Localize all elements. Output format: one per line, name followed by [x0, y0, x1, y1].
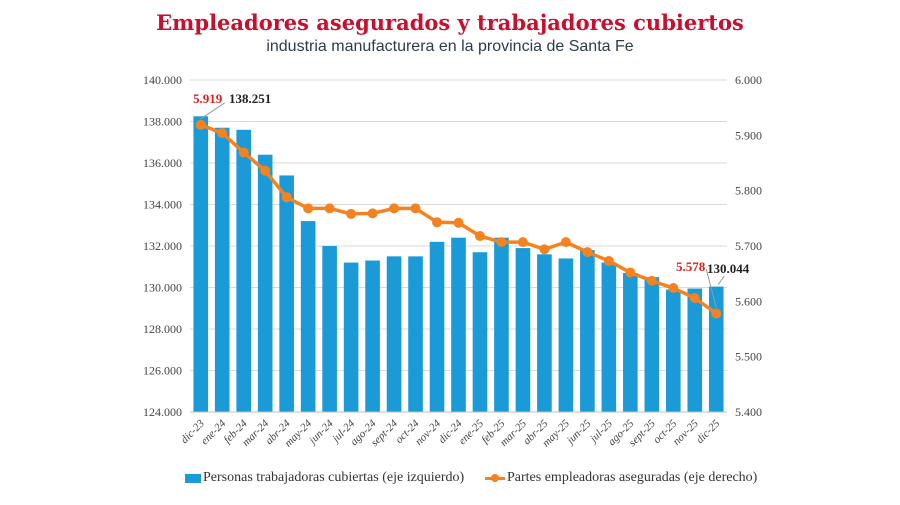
bar [236, 129, 252, 413]
bar [687, 288, 703, 412]
bar [537, 254, 552, 412]
line-point [668, 283, 679, 294]
line-point [432, 217, 443, 228]
line-point [517, 237, 528, 248]
bar [580, 250, 595, 412]
line-point [367, 208, 378, 219]
right-tick-label: 5.600 [735, 294, 762, 308]
bar [257, 154, 273, 412]
x-tick-label: jun-25 [563, 417, 594, 448]
left-tick-label: 128.000 [143, 322, 182, 336]
line-point [238, 147, 249, 158]
line-point [496, 237, 507, 248]
right-tick-label: 5.800 [735, 184, 762, 198]
line-point [217, 128, 228, 139]
line-point [625, 267, 636, 278]
bar [665, 289, 681, 412]
bar [623, 272, 638, 412]
bar [601, 262, 617, 412]
line-point [281, 192, 292, 203]
line-point [389, 203, 400, 214]
line-point [453, 217, 464, 228]
line-point [646, 275, 657, 286]
bar [214, 127, 230, 412]
chart-title: Empleadores asegurados y trabajadores cu… [156, 10, 744, 35]
left-tick-label: 132.000 [143, 239, 182, 253]
left-tick-label: 138.000 [143, 115, 182, 129]
first-line-label: 5.919 [193, 91, 223, 106]
x-tick-label: jun-24 [306, 417, 337, 448]
bar [386, 256, 402, 412]
line-point [260, 165, 271, 176]
line-point [195, 119, 206, 130]
left-tick-label: 136.000 [143, 156, 182, 170]
x-tick-label: ene-25 [456, 417, 486, 447]
bar [558, 258, 574, 412]
line-point [303, 203, 314, 214]
line-point [410, 203, 421, 214]
x-tick-label: nov-24 [413, 417, 443, 447]
leader-line [705, 268, 717, 308]
chart: 124.000 126.000 128.000 130.000 132.000 134.0… [143, 73, 762, 449]
line-point [711, 308, 722, 319]
left-tick-label: 130.000 [143, 281, 182, 295]
line-point [324, 203, 335, 214]
bar [429, 241, 445, 412]
bar [322, 246, 337, 412]
bar [300, 221, 316, 412]
right-tick-label: 5.400 [735, 405, 762, 419]
bar [279, 175, 294, 412]
right-tick-label: 5.900 [735, 128, 762, 142]
right-tick-label: 6.000 [735, 73, 762, 87]
line-point [539, 244, 550, 255]
x-tick-label: dic-25 [694, 417, 723, 446]
left-tick-label: 124.000 [143, 405, 182, 419]
line-point [582, 247, 593, 258]
leader-line [717, 275, 725, 285]
bar [472, 252, 488, 412]
bar [708, 286, 724, 412]
right-tick-label: 5.500 [735, 350, 762, 364]
line-point [560, 237, 571, 248]
left-tick-label: 140.000 [143, 73, 182, 87]
legend-line-swatch [485, 473, 505, 483]
bar [644, 277, 660, 412]
line-point [346, 208, 357, 219]
left-tick-label: 126.000 [143, 364, 182, 378]
legend-label-line: Partes empleadoras aseguradas (eje derec… [507, 470, 758, 485]
bar [494, 237, 509, 412]
line-point [603, 255, 614, 266]
bar [193, 116, 209, 412]
bar [515, 248, 531, 412]
line-point [474, 231, 485, 242]
line-point [689, 293, 700, 304]
last-bar-label: 130.044 [707, 261, 750, 276]
bar [408, 256, 423, 412]
first-bar-label: 138.251 [229, 91, 271, 106]
x-tick-label: ene-24 [199, 417, 229, 447]
left-tick-label: 134.000 [143, 198, 182, 212]
last-line-label: 5.578 [676, 259, 706, 274]
x-tick-label: nov-25 [671, 417, 701, 447]
chart-subtitle: industria manufacturera en la provincia … [266, 38, 634, 55]
legend-label-bars: Personas trabajadoras cubiertas (eje izq… [203, 470, 465, 485]
bar [365, 260, 380, 412]
legend-bar-swatch [185, 473, 201, 483]
leader-line [200, 102, 226, 120]
legend-item-bars: Personas trabajadoras cubiertas (eje izq… [185, 470, 464, 486]
bar [343, 262, 359, 412]
bar [451, 237, 466, 412]
right-tick-label: 5.700 [735, 239, 762, 253]
legend-item-line: Partes empleadoras aseguradas (eje derec… [485, 470, 757, 486]
